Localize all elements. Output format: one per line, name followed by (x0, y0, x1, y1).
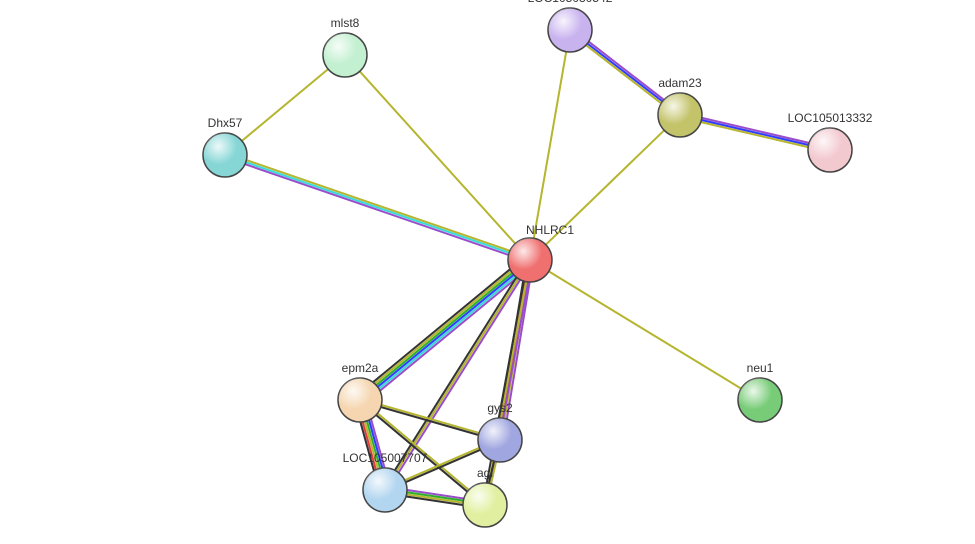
node-epm2a[interactable]: epm2a (338, 361, 382, 422)
node-label: gys2 (487, 401, 513, 415)
edge (587, 44, 662, 102)
node-gys2[interactable]: gys2 (478, 401, 522, 462)
node-label: adam23 (658, 76, 702, 90)
node-circle[interactable] (658, 93, 702, 137)
node-label: epm2a (342, 361, 379, 375)
edge (586, 45, 661, 103)
node-circle[interactable] (548, 8, 592, 52)
node-agl[interactable]: agl (463, 466, 507, 527)
node-label: Dhx57 (208, 116, 243, 130)
edge (246, 162, 509, 253)
edge (247, 160, 510, 251)
edge (701, 122, 808, 147)
node-label: NHLRC1 (526, 223, 574, 237)
node-adam23[interactable]: adam23 (658, 76, 702, 137)
node-mlst8[interactable]: mlst8 (323, 16, 367, 77)
node-NHLRC1[interactable]: NHLRC1 (508, 223, 574, 282)
node-label: LOC105030542 (528, 0, 613, 5)
network-diagram: NHLRC1 mlst8 LOC105030542 adam23 LOC10501333… (0, 0, 975, 544)
node-circle[interactable] (338, 378, 382, 422)
node-circle[interactable] (808, 128, 852, 172)
edge (360, 71, 516, 243)
node-circle[interactable] (203, 133, 247, 177)
edge (376, 273, 512, 385)
node-circle[interactable] (363, 468, 407, 512)
node-neu1[interactable]: neu1 (738, 361, 782, 422)
node-circle[interactable] (508, 238, 552, 282)
node-circle[interactable] (738, 378, 782, 422)
edge (381, 278, 517, 390)
node-circle[interactable] (478, 418, 522, 462)
edge (378, 275, 514, 387)
node-label: neu1 (747, 361, 774, 375)
node-label: LOC105013332 (788, 111, 873, 125)
edge (242, 69, 328, 141)
edge (379, 277, 515, 389)
edge (245, 164, 508, 255)
edge (589, 42, 664, 100)
node-circle[interactable] (323, 33, 367, 77)
edge (534, 52, 566, 239)
node-label: mlst8 (331, 16, 360, 30)
node-layer: NHLRC1 mlst8 LOC105030542 adam23 LOC10501333… (203, 0, 873, 527)
node-LOC105007707[interactable]: LOC105007707 (343, 451, 428, 512)
node-label: agl (477, 466, 493, 480)
node-circle[interactable] (463, 483, 507, 527)
node-label: LOC105007707 (343, 451, 428, 465)
node-LOC105030542[interactable]: LOC105030542 (528, 0, 613, 52)
node-Dhx57[interactable]: Dhx57 (203, 116, 247, 177)
edge (549, 271, 741, 388)
